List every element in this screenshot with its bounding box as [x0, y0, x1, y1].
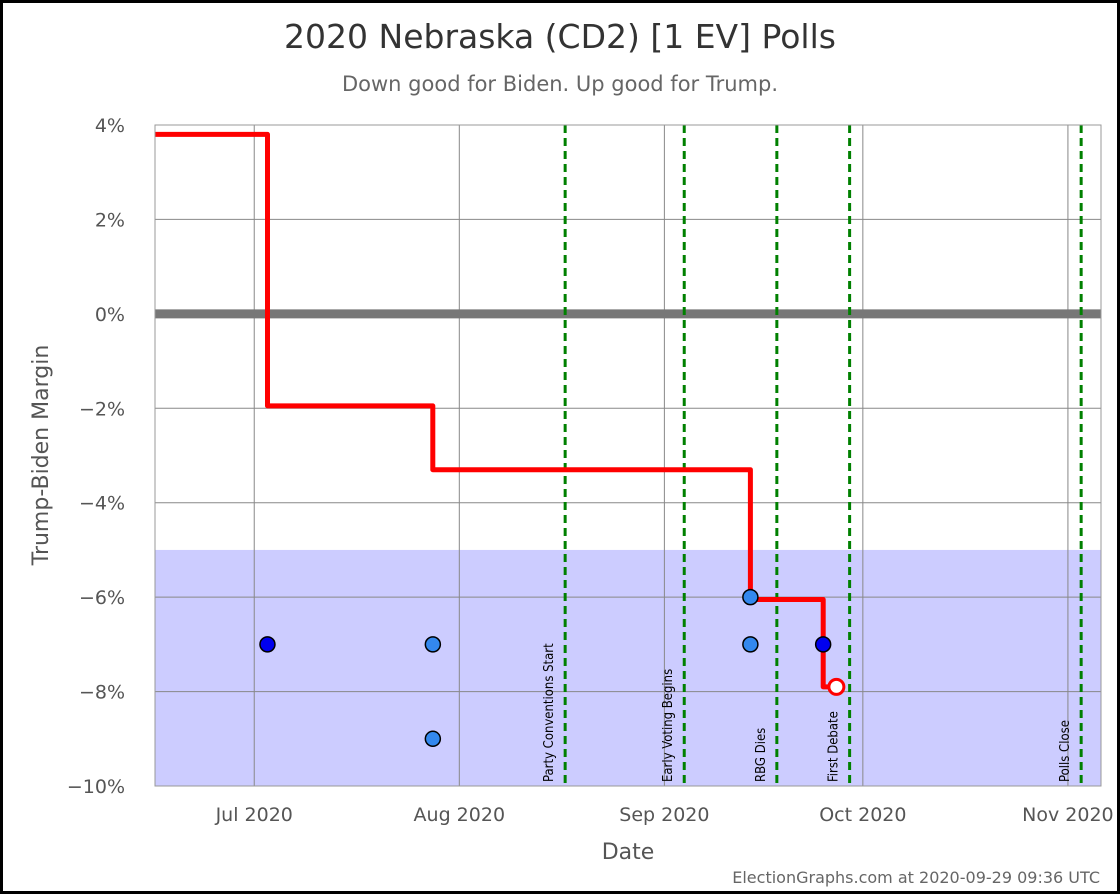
x-tick-label: Jul 2020: [215, 804, 293, 826]
plot-area: Party Conventions Start Early Voting Begi…: [67, 115, 1114, 826]
chart-title: 2020 Nebraska (CD2) [1 EV] Polls: [284, 17, 836, 56]
y-tick-label: −6%: [79, 587, 125, 609]
y-tick-label: 4%: [95, 115, 125, 137]
poll-point: [424, 636, 442, 653]
poll-point: [814, 636, 832, 653]
y-tick-label: −8%: [79, 682, 125, 704]
poll-point: [424, 730, 442, 748]
event-label: Party Conventions Start: [542, 643, 557, 782]
y-tick-label: −2%: [79, 398, 125, 420]
plot-border: [154, 124, 1102, 787]
y-tick-label: −4%: [79, 493, 125, 515]
y-tick-label: 2%: [95, 209, 125, 231]
chart-subtitle: Down good for Biden. Up good for Trump.: [342, 72, 778, 96]
y-tick-label: 0%: [95, 304, 125, 326]
footer-credit: ElectionGraphs.com at 2020-09-29 09:36 U…: [732, 868, 1100, 887]
event-label: Polls Close: [1058, 720, 1073, 782]
y-axis-label: Trump-Biden Margin: [29, 345, 54, 567]
x-axis-label: Date: [602, 840, 655, 865]
poll-point: [742, 636, 759, 653]
poll-point: [742, 588, 759, 606]
x-tick-label: Oct 2020: [819, 804, 906, 826]
biden-shaded-region: [155, 549, 1101, 786]
x-tick-label: Nov 2020: [1022, 804, 1113, 826]
event-label: RBG Dies: [754, 728, 769, 782]
event-label: Early Voting Begins: [661, 669, 676, 782]
x-tick-label: Sep 2020: [619, 804, 709, 826]
current-average-marker: [827, 677, 846, 696]
event-label: First Debate: [827, 711, 842, 782]
y-tick-label: −10%: [67, 776, 125, 798]
x-tick-label: Aug 2020: [414, 804, 506, 826]
poll-point: [259, 636, 276, 653]
